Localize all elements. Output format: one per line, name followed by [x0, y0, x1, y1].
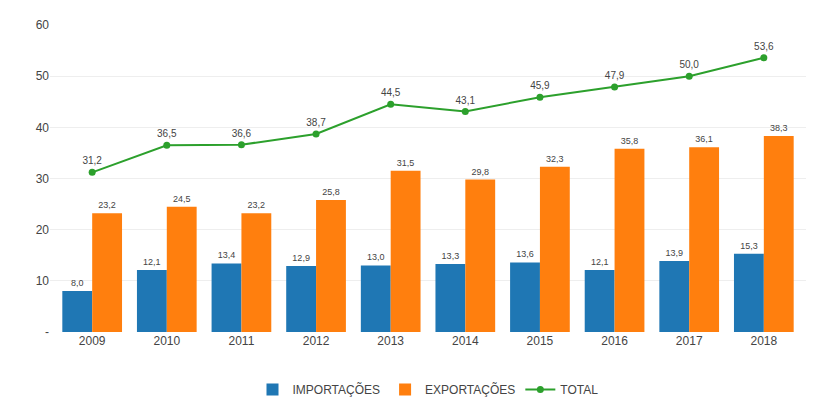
svg-text:53,6: 53,6: [754, 41, 774, 52]
svg-text:31,5: 31,5: [397, 158, 415, 168]
svg-text:50,0: 50,0: [679, 59, 699, 70]
svg-text:25,8: 25,8: [322, 187, 340, 197]
svg-text:2015: 2015: [527, 334, 554, 348]
svg-text:60: 60: [36, 18, 50, 32]
svg-text:12,9: 12,9: [292, 253, 310, 263]
svg-text:8,0: 8,0: [71, 278, 84, 288]
svg-text:35,8: 35,8: [621, 136, 639, 146]
svg-text:45,9: 45,9: [530, 80, 550, 91]
svg-text:2013: 2013: [377, 334, 404, 348]
svg-text:13,6: 13,6: [516, 249, 534, 259]
svg-text:IMPORTAÇÕES: IMPORTAÇÕES: [293, 382, 381, 397]
svg-text:23,2: 23,2: [248, 200, 266, 210]
svg-text:EXPORTAÇÕES: EXPORTAÇÕES: [425, 382, 515, 397]
svg-text:2014: 2014: [452, 334, 479, 348]
svg-text:-: -: [45, 325, 49, 339]
svg-text:23,2: 23,2: [98, 200, 116, 210]
svg-text:12,1: 12,1: [143, 257, 161, 267]
svg-text:12,1: 12,1: [591, 257, 609, 267]
svg-text:50: 50: [36, 69, 50, 83]
svg-text:TOTAL: TOTAL: [560, 383, 598, 397]
svg-text:47,9: 47,9: [605, 70, 625, 81]
svg-text:31,2: 31,2: [82, 155, 102, 166]
svg-text:38,7: 38,7: [306, 117, 326, 128]
svg-text:2012: 2012: [303, 334, 330, 348]
svg-text:2017: 2017: [676, 334, 703, 348]
svg-text:13,9: 13,9: [666, 248, 684, 258]
svg-text:15,3: 15,3: [740, 241, 758, 251]
svg-text:36,6: 36,6: [232, 128, 252, 139]
svg-text:2018: 2018: [750, 334, 777, 348]
svg-text:13,4: 13,4: [218, 250, 236, 260]
svg-text:32,3: 32,3: [546, 154, 564, 164]
svg-text:38,3: 38,3: [770, 123, 788, 133]
svg-text:36,5: 36,5: [157, 128, 177, 139]
svg-text:36,1: 36,1: [695, 134, 713, 144]
svg-text:29,8: 29,8: [471, 167, 489, 177]
svg-text:2010: 2010: [153, 334, 180, 348]
svg-text:10: 10: [36, 274, 50, 288]
svg-text:13,0: 13,0: [367, 252, 385, 262]
svg-text:43,1: 43,1: [456, 95, 476, 106]
svg-text:13,3: 13,3: [442, 251, 460, 261]
svg-text:20: 20: [36, 223, 50, 237]
svg-text:44,5: 44,5: [381, 87, 401, 98]
svg-text:24,5: 24,5: [173, 194, 191, 204]
svg-text:2009: 2009: [79, 334, 106, 348]
svg-text:30: 30: [36, 172, 50, 186]
svg-text:2016: 2016: [601, 334, 628, 348]
svg-text:40: 40: [36, 121, 50, 135]
svg-text:2011: 2011: [229, 334, 255, 348]
